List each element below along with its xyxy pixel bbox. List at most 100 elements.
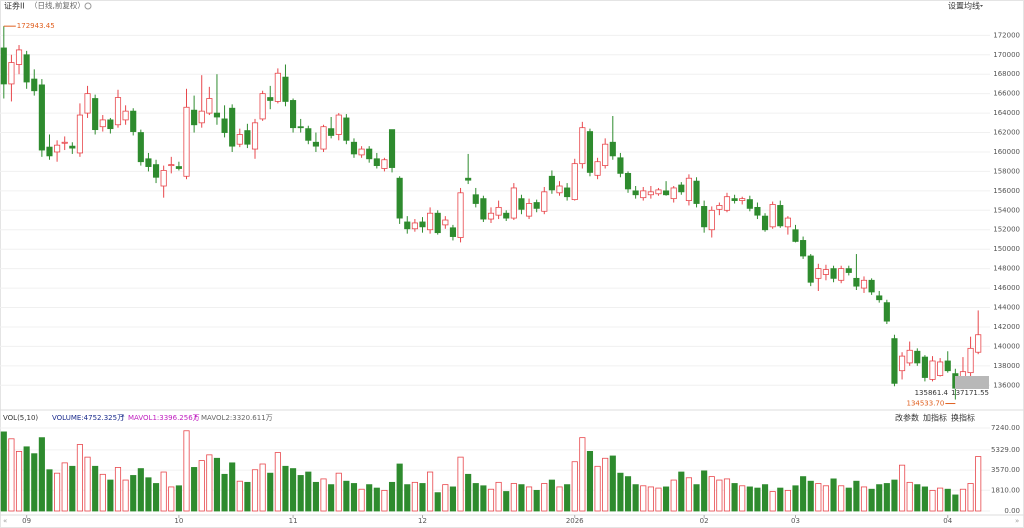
- button[interactable]: 加指标: [923, 413, 947, 423]
- y-tick-label: 146000: [993, 284, 1020, 292]
- ma-menu[interactable]: 设置均线: [948, 1, 980, 11]
- candle-body: [183, 106, 190, 177]
- candle-body: [777, 205, 784, 227]
- volume-bar: [883, 483, 890, 512]
- y-tick-label: 158000: [993, 167, 1020, 175]
- candle-body: [274, 72, 281, 102]
- volume-bar: [533, 489, 540, 512]
- candle-body: [838, 268, 845, 281]
- candle-body: [290, 100, 297, 129]
- candle-body: [244, 130, 251, 145]
- volume-bar: [830, 478, 837, 512]
- candle-body: [899, 355, 906, 372]
- volume-bar: [0, 431, 7, 512]
- candle-body: [564, 187, 571, 198]
- candle-body: [84, 93, 91, 114]
- volume-bar: [427, 471, 434, 512]
- y-tick-label: 154000: [993, 206, 1020, 214]
- y-tick-label: 162000: [993, 129, 1020, 137]
- up-arrow: ↑: [193, 414, 199, 422]
- candle-body: [31, 78, 38, 92]
- volume-bar: [122, 479, 129, 512]
- volume-bar: [769, 491, 776, 512]
- volume-bar: [267, 472, 274, 512]
- candle-body: [38, 84, 45, 151]
- scroll-left[interactable]: «: [3, 517, 7, 525]
- last-price-label: 137171.55: [951, 389, 989, 397]
- y-tick-label: 172000: [993, 31, 1020, 39]
- candle-body: [267, 97, 274, 101]
- candle-body: [411, 222, 418, 230]
- button[interactable]: 改参数: [895, 413, 919, 423]
- volume-bar: [952, 494, 959, 512]
- volume-bar: [69, 465, 76, 512]
- volume-bar: [548, 479, 555, 512]
- candle-body: [914, 350, 921, 364]
- volume-bar: [777, 487, 784, 512]
- x-tick-label: 11: [289, 517, 298, 525]
- button[interactable]: 换指标: [951, 413, 975, 423]
- volume-bar: [99, 473, 106, 512]
- candle-body: [921, 356, 928, 378]
- candle-body: [434, 212, 441, 234]
- volume-bar: [761, 484, 769, 512]
- candle-body: [609, 141, 616, 157]
- y-tick-label: 142000: [993, 323, 1020, 331]
- volume-bar: [525, 486, 533, 512]
- volume-bar: [46, 469, 53, 512]
- volume-bar: [259, 463, 266, 512]
- candle-body: [99, 119, 106, 128]
- candle-body: [54, 144, 61, 153]
- candle-body: [312, 141, 319, 147]
- volume-bar: [175, 485, 182, 512]
- volume-bar: [716, 479, 723, 512]
- scroll-right[interactable]: »: [1015, 517, 1019, 525]
- mavol2-label: MAVOL2:3320.611万: [201, 414, 273, 422]
- volume-bar: [38, 437, 45, 512]
- y-tick-label: 156000: [993, 187, 1020, 195]
- candle-body: [685, 177, 692, 201]
- volume-bar: [114, 467, 122, 512]
- volume-bar: [868, 488, 875, 512]
- volume-bar: [8, 438, 15, 512]
- y-tick-label: 7240.00: [991, 424, 1020, 432]
- candle-body: [663, 190, 670, 196]
- volume-bar: [328, 484, 335, 512]
- candle-body: [335, 114, 342, 135]
- candle-body: [769, 204, 776, 228]
- candle-body: [282, 76, 289, 102]
- volume-bar: [731, 483, 738, 512]
- volume-bar: [145, 477, 152, 512]
- candle-body: [495, 206, 502, 216]
- candle-body: [541, 191, 548, 212]
- y-tick-label: 152000: [993, 226, 1020, 234]
- candle-body: [92, 98, 99, 131]
- volume-bar: [183, 430, 190, 512]
- volume-bar: [640, 485, 647, 512]
- candle-body: [76, 114, 83, 154]
- y-tick-label: 0.00: [1004, 507, 1020, 515]
- candle-body: [731, 198, 738, 201]
- candle-body: [145, 158, 152, 167]
- candle-body: [449, 227, 457, 237]
- x-tick-label: 03: [791, 517, 800, 525]
- candle-body: [480, 198, 487, 220]
- range-low-label: 135861.4: [915, 389, 949, 397]
- candle-body: [457, 192, 464, 238]
- candle-body: [8, 62, 15, 85]
- volume-bar: [31, 453, 38, 512]
- candle-body: [975, 334, 982, 353]
- menu-caret: [980, 5, 983, 7]
- candle-body: [114, 97, 122, 126]
- candle-body: [883, 302, 890, 322]
- volume-bar: [168, 486, 175, 512]
- candle-body: [860, 279, 868, 289]
- y-tick-label: 170000: [993, 51, 1020, 59]
- candle-body: [678, 184, 685, 193]
- y-tick-label: 148000: [993, 265, 1020, 273]
- volume-bar: [350, 483, 358, 512]
- volume-bar: [708, 476, 715, 512]
- y-tick-label: 138000: [993, 362, 1020, 370]
- settings-icon[interactable]: [84, 2, 92, 10]
